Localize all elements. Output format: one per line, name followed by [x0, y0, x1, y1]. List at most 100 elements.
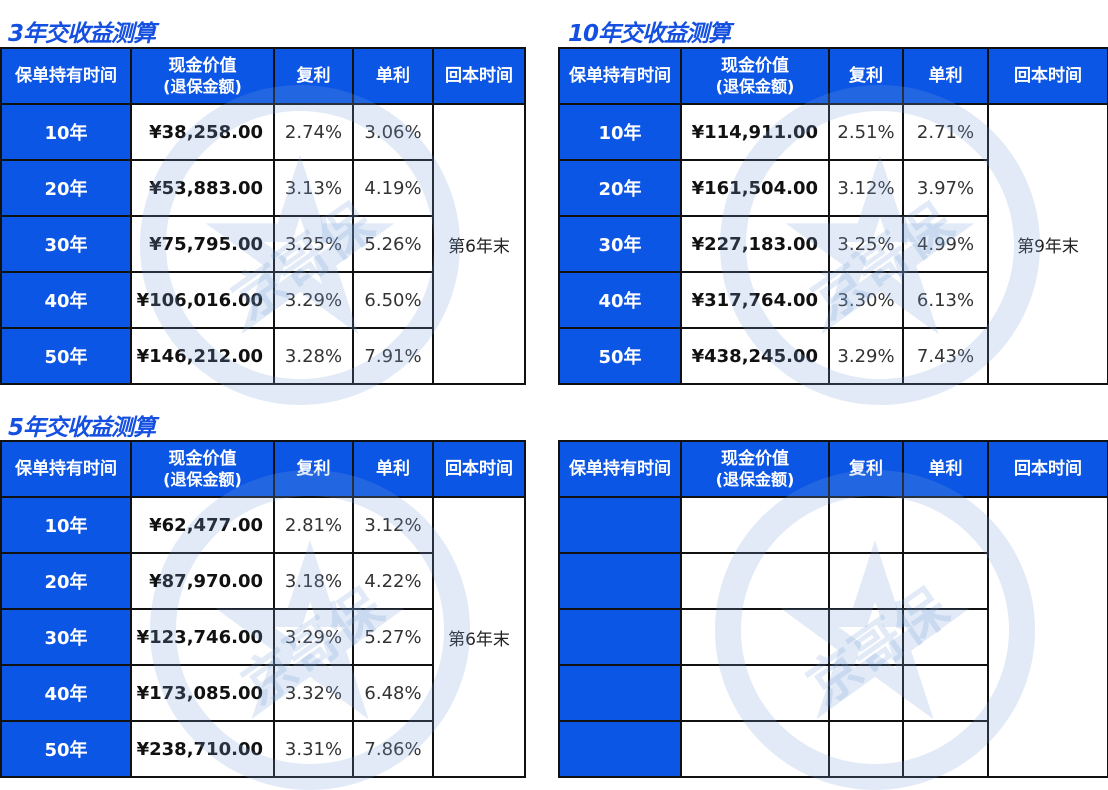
table-row: 40年 ¥106,016.00 3.29% 6.50% — [0, 271, 525, 329]
table-row — [558, 552, 1108, 610]
simple-cell — [902, 608, 989, 666]
cash-value-cell: ¥87,970.00 — [130, 552, 275, 610]
period-cell: 20年 — [558, 159, 682, 217]
table-row — [558, 608, 1108, 666]
header-cash-value-line2: (退保金额) — [163, 469, 242, 489]
header-period: 保单持有时间 — [558, 47, 682, 105]
table-3yr: 保单持有时间 现金价值 (退保金额) 复利 单利 回本时间 10年 ¥38,258… — [0, 47, 526, 385]
header-simple: 单利 — [902, 440, 989, 498]
simple-cell: 3.06% — [352, 103, 434, 161]
period-cell: 40年 — [558, 271, 682, 329]
header-cash-value: 现金价值 (退保金额) — [130, 47, 275, 105]
simple-cell: 4.19% — [352, 159, 434, 217]
table-row: 20年 ¥53,883.00 3.13% 4.19% — [0, 159, 525, 217]
period-cell: 20年 — [0, 552, 132, 610]
header-cash-value-line2: (退保金额) — [715, 76, 795, 96]
header-cash-value: 现金价值 (退保金额) — [680, 47, 830, 105]
cash-value-cell — [680, 664, 830, 722]
header-payback: 回本时间 — [987, 47, 1108, 105]
table-header-row: 保单持有时间 现金价值 (退保金额) 复利 单利 回本时间 — [558, 440, 1108, 498]
cash-value-cell: ¥62,477.00 — [130, 496, 275, 554]
header-simple: 单利 — [352, 47, 434, 105]
table-row: 30年 ¥227,183.00 3.25% 4.99% — [558, 215, 1108, 273]
table-row: 50年 ¥438,245.00 3.29% 7.43% — [558, 327, 1108, 385]
compound-cell — [828, 552, 904, 610]
simple-cell — [902, 552, 989, 610]
compound-cell — [828, 608, 904, 666]
compound-cell: 2.51% — [828, 103, 904, 161]
compound-cell — [828, 720, 904, 778]
period-cell: 20年 — [0, 159, 132, 217]
simple-cell: 6.48% — [352, 664, 434, 722]
cash-value-cell: ¥38,258.00 — [130, 103, 275, 161]
header-period: 保单持有时间 — [0, 440, 132, 498]
header-compound: 复利 — [273, 440, 354, 498]
cash-value-cell — [680, 552, 830, 610]
header-payback: 回本时间 — [432, 440, 526, 498]
simple-cell — [902, 496, 989, 554]
simple-cell: 5.27% — [352, 608, 434, 666]
header-payback: 回本时间 — [432, 47, 526, 105]
table-row: 10年 ¥62,477.00 2.81% 3.12% 第6年末 — [0, 496, 526, 778]
cash-value-cell: ¥53,883.00 — [130, 159, 275, 217]
table-row: 30年 ¥123,746.00 3.29% 5.27% — [0, 608, 525, 666]
simple-cell: 4.99% — [902, 215, 989, 273]
simple-cell: 3.97% — [902, 159, 989, 217]
table-row: 40年 ¥173,085.00 3.32% 6.48% — [0, 664, 525, 722]
cash-value-cell — [680, 608, 830, 666]
table-header-row: 保单持有时间 现金价值 (退保金额) 复利 单利 回本时间 — [0, 440, 526, 498]
section-title-5yr: 5年交收益测算 — [8, 415, 156, 441]
table-row — [558, 664, 1108, 722]
table-row — [558, 496, 1108, 778]
header-cash-value-line1: 现金价值 — [168, 449, 237, 470]
period-cell — [558, 664, 682, 722]
cash-value-cell: ¥106,016.00 — [130, 271, 275, 329]
header-period: 保单持有时间 — [0, 47, 132, 105]
header-simple: 单利 — [352, 440, 434, 498]
table-row: 30年 ¥75,795.00 3.25% 5.26% — [0, 215, 525, 273]
period-cell: 10年 — [0, 496, 132, 554]
compound-cell: 3.12% — [828, 159, 904, 217]
table-10yr: 保单持有时间 现金价值 (退保金额) 复利 单利 回本时间 10年 ¥114,91… — [558, 47, 1108, 385]
table-5yr: 保单持有时间 现金价值 (退保金额) 复利 单利 回本时间 10年 ¥62,477… — [0, 440, 526, 778]
compound-cell: 2.81% — [273, 496, 354, 554]
compound-cell: 3.29% — [828, 327, 904, 385]
cash-value-cell: ¥438,245.00 — [680, 327, 830, 385]
compound-cell: 3.25% — [828, 215, 904, 273]
simple-cell: 6.13% — [902, 271, 989, 329]
header-period: 保单持有时间 — [558, 440, 682, 498]
payback-cell — [987, 496, 1108, 778]
payback-cell: 第6年末 — [432, 103, 526, 385]
period-cell — [558, 552, 682, 610]
header-compound: 复利 — [273, 47, 354, 105]
period-cell: 10年 — [0, 103, 132, 161]
header-compound: 复利 — [828, 440, 904, 498]
header-cash-value-line2: (退保金额) — [163, 76, 242, 96]
period-cell: 30年 — [558, 215, 682, 273]
header-simple: 单利 — [902, 47, 989, 105]
table-row: 20年 ¥87,970.00 3.18% 4.22% — [0, 552, 525, 610]
cash-value-cell: ¥238,710.00 — [130, 720, 275, 778]
simple-cell: 7.86% — [352, 720, 434, 778]
period-cell: 40年 — [0, 664, 132, 722]
simple-cell: 7.91% — [352, 327, 434, 385]
period-cell: 50年 — [0, 720, 132, 778]
table-row: 10年 ¥38,258.00 2.74% 3.06% 第6年末 — [0, 103, 526, 385]
period-cell — [558, 608, 682, 666]
table-row: 20年 ¥161,504.00 3.12% 3.97% — [558, 159, 1108, 217]
period-cell — [558, 496, 682, 554]
table-row: 10年 ¥114,911.00 2.51% 2.71% 第9年末 — [558, 103, 1108, 385]
payback-cell: 第6年末 — [432, 496, 526, 778]
period-cell: 30年 — [0, 608, 132, 666]
period-cell: 10年 — [558, 103, 682, 161]
header-cash-value-line1: 现金价值 — [721, 449, 789, 470]
simple-cell — [902, 664, 989, 722]
table-row: 50年 ¥238,710.00 3.31% 7.86% — [0, 720, 525, 778]
period-cell: 50年 — [558, 327, 682, 385]
compound-cell — [828, 496, 904, 554]
period-cell: 40年 — [0, 271, 132, 329]
cash-value-cell — [680, 496, 830, 554]
section-title-10yr: 10年交收益测算 — [568, 21, 731, 47]
compound-cell: 3.13% — [273, 159, 354, 217]
period-cell — [558, 720, 682, 778]
